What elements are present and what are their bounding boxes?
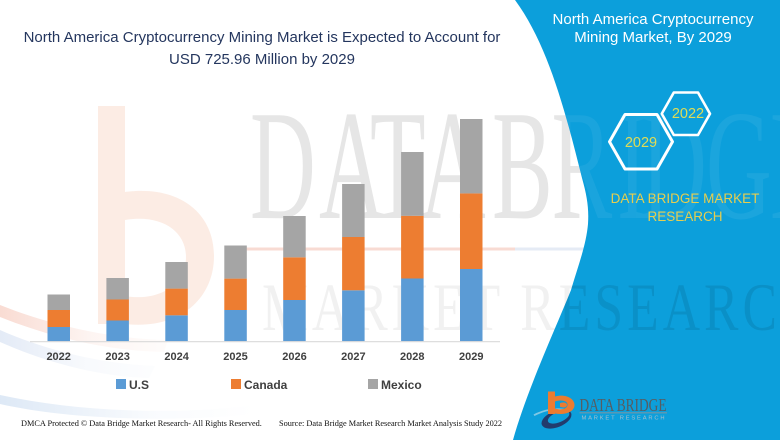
svg-text:DATA BRIDGE: DATA BRIDGE (580, 395, 667, 415)
svg-text:MARKET RESEARCH: MARKET RESEARCH (582, 416, 665, 422)
